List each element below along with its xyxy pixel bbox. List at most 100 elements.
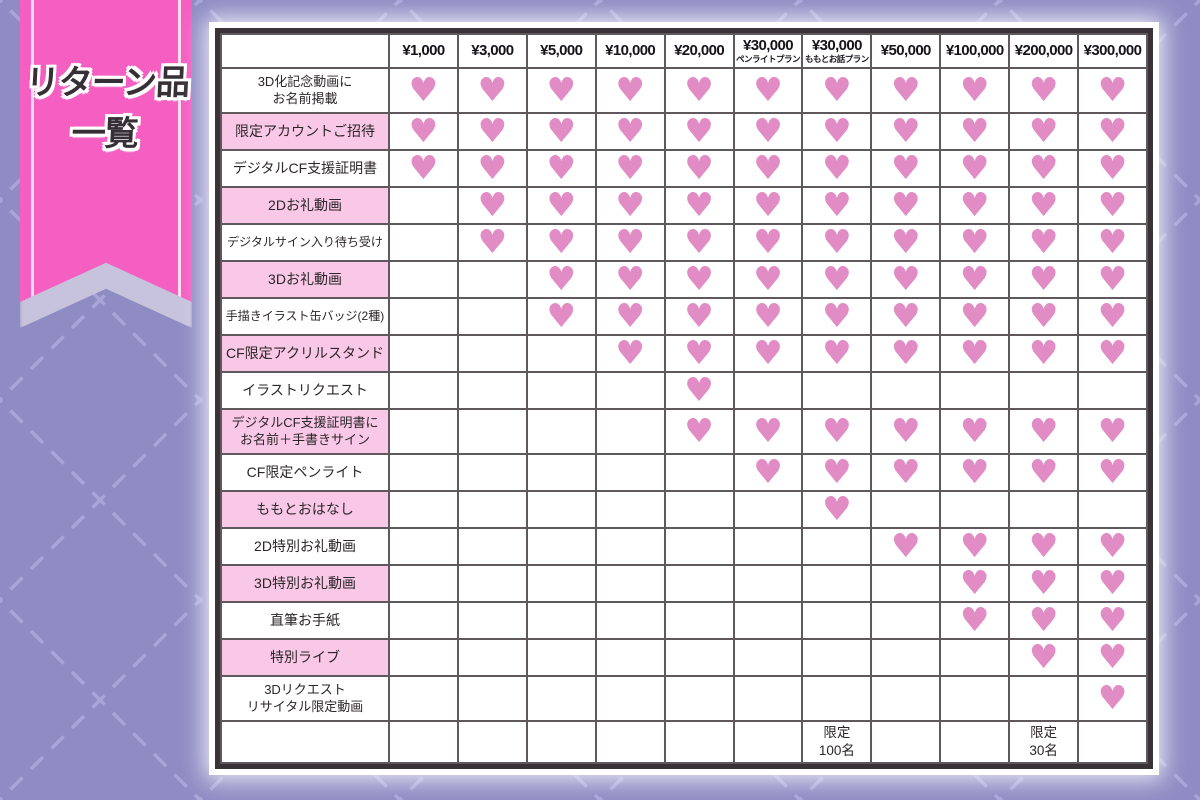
price-label: ¥10,000: [605, 41, 656, 59]
reward-cell: ♥: [1008, 453, 1080, 492]
heart-icon: ♥: [822, 491, 852, 528]
reward-cell: ♥: [939, 453, 1011, 492]
empty-cell: [732, 490, 804, 529]
empty-cell: [1008, 371, 1080, 410]
empty-cell: [456, 720, 528, 764]
heart-icon: ♥: [1097, 187, 1128, 224]
heart-icon: ♥: [1028, 454, 1059, 491]
reward-cell: ♥: [1008, 112, 1080, 151]
reward-cell: ♥: [1008, 297, 1080, 336]
heart-icon: ♥: [615, 113, 645, 150]
heart-icon: ♥: [477, 70, 508, 109]
empty-cell: [870, 564, 942, 603]
empty-cell: [663, 720, 735, 764]
heart-icon: ♥: [1028, 411, 1059, 450]
reward-cell: ♥: [939, 527, 1011, 566]
table-row: 3Dリクエスト リサイタル限定動画 ♥: [220, 675, 1148, 722]
reward-cell: ♥: [801, 149, 873, 188]
empty-cell: [388, 638, 459, 677]
reward-cell: ♥: [663, 149, 735, 188]
reward-cell: ♥: [870, 112, 942, 151]
heart-icon: ♥: [1097, 113, 1128, 150]
reward-cell: ♥: [525, 186, 597, 225]
empty-cell: [456, 334, 528, 373]
heart-icon: ♥: [959, 602, 990, 639]
table-row: 2D特別お礼動画 ♥ ♥ ♥ ♥: [220, 527, 1148, 566]
reward-cell: ♥: [801, 297, 873, 336]
table-row: 直筆お手紙 ♥ ♥ ♥: [220, 601, 1148, 640]
heart-icon: ♥: [684, 372, 714, 409]
empty-cell: [594, 453, 666, 492]
empty-cell: [525, 453, 597, 492]
empty-cell: [939, 490, 1011, 529]
empty-cell: [801, 564, 873, 603]
empty-cell: [801, 601, 873, 640]
heart-icon: ♥: [684, 298, 714, 335]
reward-cell: ♥: [801, 186, 873, 225]
reward-cell: ♥: [594, 223, 666, 262]
reward-cell: ♥: [732, 112, 804, 151]
table-row: 限定アカウントご招待 ♥ ♥ ♥ ♥ ♥ ♥ ♥ ♥ ♥ ♥ ♥: [220, 112, 1148, 151]
empty-cell: [870, 720, 942, 764]
empty-cell: [456, 408, 528, 455]
heart-icon: ♥: [959, 187, 990, 224]
reward-cell: ♥: [1077, 297, 1148, 336]
heart-icon: ♥: [753, 187, 783, 224]
reward-cell: ♥: [525, 260, 597, 299]
heart-icon: ♥: [615, 335, 645, 372]
empty-cell: [456, 490, 528, 529]
empty-cell: [525, 334, 597, 373]
reward-cell: ♥: [1008, 638, 1080, 677]
empty-cell: [456, 675, 528, 722]
heart-icon: ♥: [891, 261, 921, 298]
empty-cell: [525, 490, 597, 529]
reward-row-label: 限定アカウントご招待: [220, 112, 390, 151]
heart-icon: ♥: [1028, 70, 1059, 109]
reward-cell: ♥: [732, 297, 804, 336]
heart-icon: ♥: [891, 528, 921, 565]
ribbon-stripe-right: [178, 0, 181, 302]
heart-icon: ♥: [684, 113, 714, 150]
heart-icon: ♥: [684, 70, 714, 109]
heart-icon: ♥: [959, 454, 990, 491]
heart-icon: ♥: [1028, 113, 1059, 150]
heart-icon: ♥: [753, 454, 783, 491]
reward-row-label: 3Dリクエスト リサイタル限定動画: [220, 675, 390, 722]
price-column-header: ¥30,000 ペンライトプラン: [732, 33, 804, 69]
reward-cell: ♥: [525, 149, 597, 188]
table-row: 3D特別お礼動画 ♥ ♥ ♥: [220, 564, 1148, 603]
heart-icon: ♥: [1028, 150, 1059, 187]
heart-icon: ♥: [753, 298, 783, 335]
reward-row-label: 2Dお礼動画: [220, 186, 390, 225]
heart-icon: ♥: [959, 261, 990, 298]
reward-cell: ♥: [732, 453, 804, 492]
empty-cell: [1008, 675, 1080, 722]
reward-cell: ♥: [663, 371, 735, 410]
heart-icon: ♥: [891, 454, 921, 491]
table-corner-cell: [220, 33, 390, 69]
heart-icon: ♥: [1097, 411, 1128, 450]
heart-icon: ♥: [1097, 261, 1128, 298]
heart-icon: ♥: [615, 224, 645, 261]
reward-cell: ♥: [594, 112, 666, 151]
reward-row-label: デジタルサイン入り待ち受け: [220, 223, 390, 262]
empty-cell: [732, 720, 804, 764]
limit-note: 限定 30名: [1029, 725, 1058, 758]
heart-icon: ♥: [822, 261, 852, 298]
title-ribbon: リターン品 一覧: [20, 0, 192, 302]
heart-icon: ♥: [1097, 70, 1128, 109]
heart-icon: ♥: [684, 411, 714, 450]
reward-cell: ♥: [1077, 453, 1148, 492]
reward-cell: ♥: [594, 67, 666, 114]
empty-cell: [732, 564, 804, 603]
price-column-header: ¥200,000: [1008, 33, 1080, 69]
table-row: 3Dお礼動画 ♥ ♥ ♥ ♥ ♥ ♥ ♥ ♥ ♥: [220, 260, 1148, 299]
empty-cell: [801, 675, 873, 722]
heart-icon: ♥: [1097, 565, 1128, 602]
reward-cell: ♥: [663, 297, 735, 336]
reward-cell: ♥: [1008, 260, 1080, 299]
empty-cell: [525, 675, 597, 722]
reward-cell: ♥: [732, 67, 804, 114]
heart-icon: ♥: [615, 187, 645, 224]
heart-icon: ♥: [1028, 528, 1059, 565]
